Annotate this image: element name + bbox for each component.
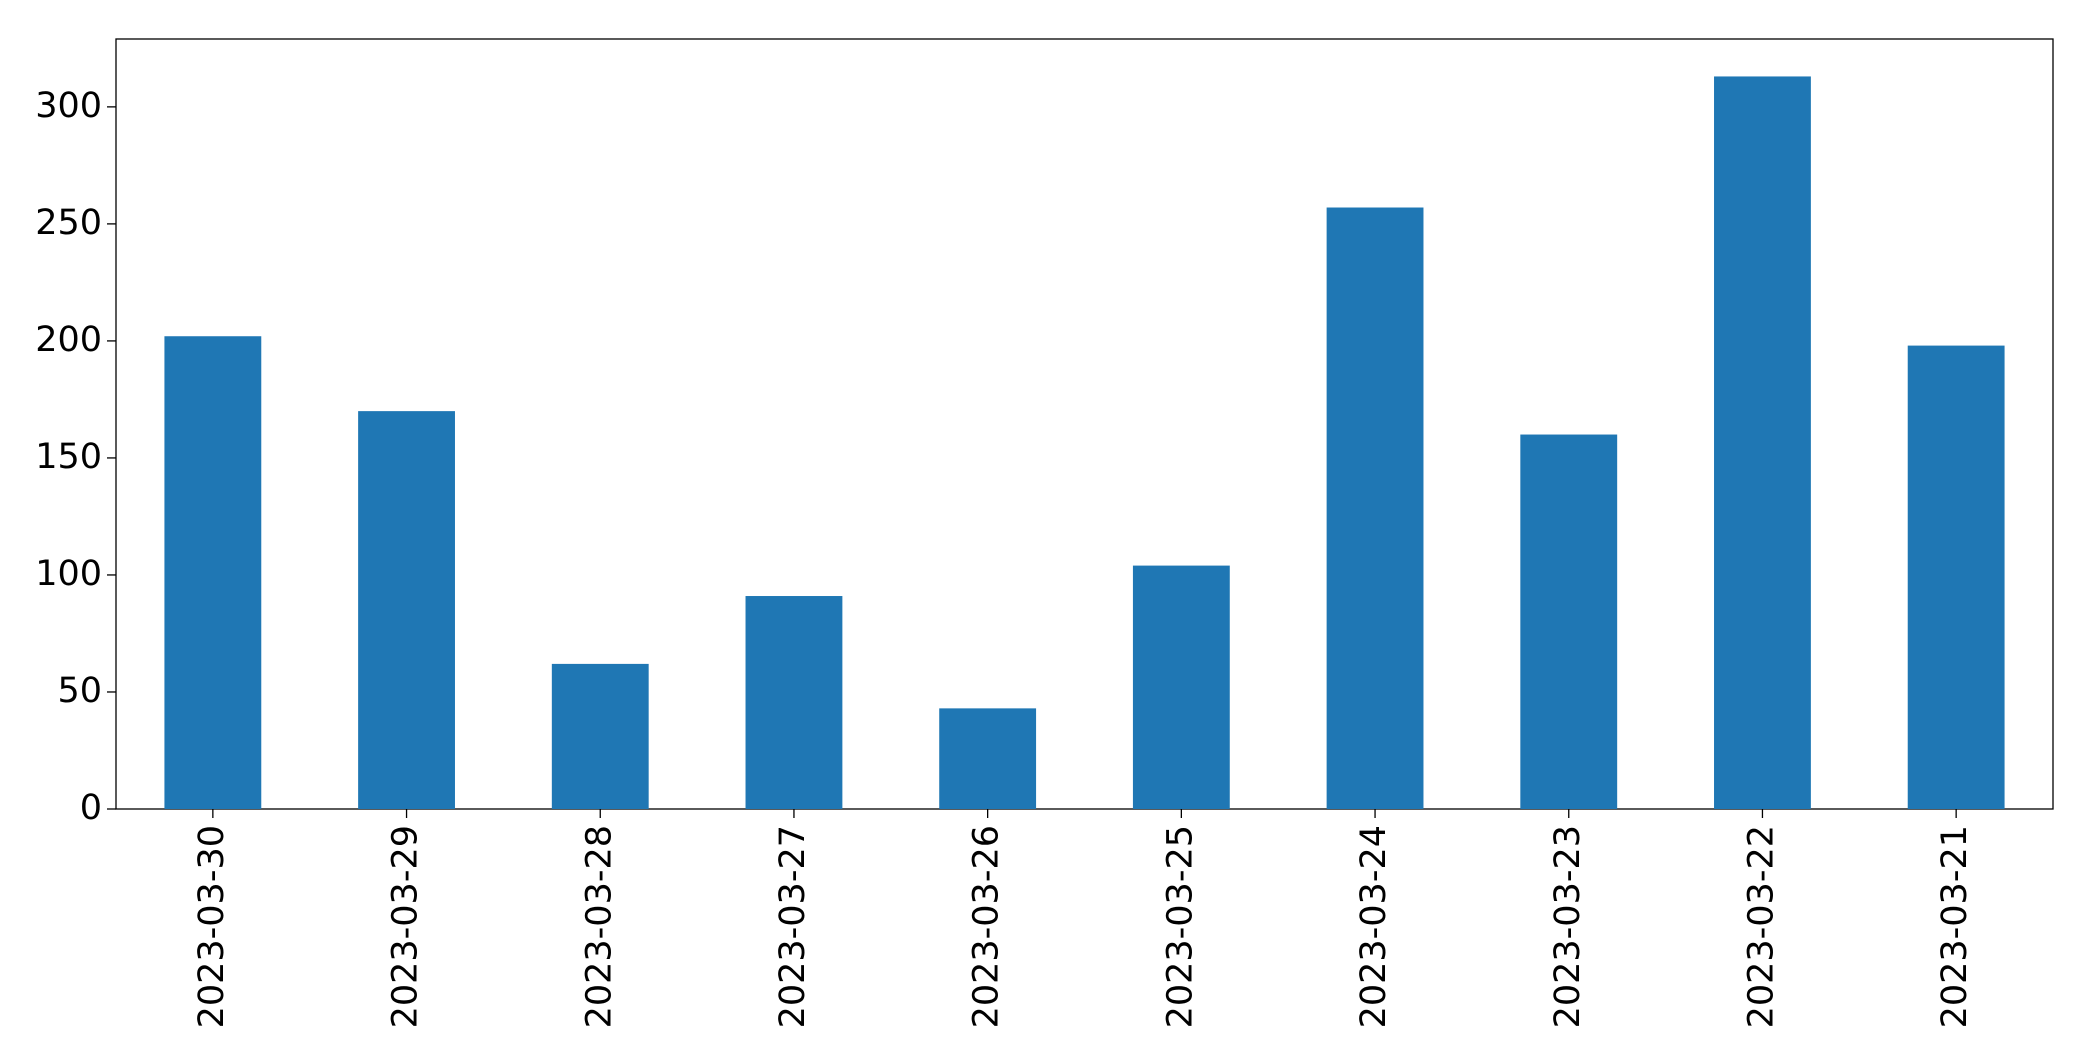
x-tick-label: 2023-03-21 xyxy=(1935,825,1975,1028)
y-tick-label: 50 xyxy=(57,671,102,711)
x-tick-label: 2023-03-26 xyxy=(967,825,1007,1028)
bar xyxy=(551,663,649,809)
x-tick-label: 2023-03-27 xyxy=(773,825,813,1028)
bar xyxy=(1520,434,1618,809)
x-tick-label: 2023-03-28 xyxy=(579,825,619,1028)
x-tick-label: 2023-03-29 xyxy=(386,825,426,1028)
bar xyxy=(1132,565,1230,809)
bar xyxy=(939,708,1037,809)
y-tick-label: 300 xyxy=(35,86,102,126)
bar xyxy=(1907,345,2005,809)
bar xyxy=(164,336,262,809)
bar xyxy=(1326,207,1424,810)
bar xyxy=(358,411,455,809)
y-tick-label: 250 xyxy=(35,203,102,243)
x-tick-label: 2023-03-22 xyxy=(1741,825,1781,1028)
x-tick-label: 2023-03-30 xyxy=(192,825,232,1028)
y-tick-label: 200 xyxy=(35,320,102,360)
y-tick-label: 100 xyxy=(35,554,102,594)
plot-frame xyxy=(115,38,2054,810)
y-tick-label: 0 xyxy=(80,788,102,828)
y-tick-label: 150 xyxy=(35,437,102,477)
x-tick-label: 2023-03-25 xyxy=(1160,825,1200,1028)
bar xyxy=(1714,76,1811,810)
x-tick-label: 2023-03-24 xyxy=(1354,825,1394,1028)
bar xyxy=(745,596,843,809)
x-tick-label: 2023-03-23 xyxy=(1548,825,1588,1028)
